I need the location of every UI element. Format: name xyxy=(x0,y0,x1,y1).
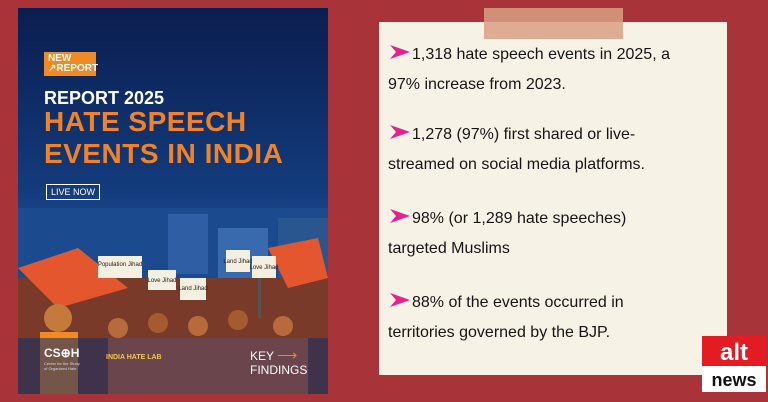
badge-new: NEW xyxy=(48,53,72,64)
poster-title: HATE SPEECH EVENTS IN INDIA xyxy=(44,106,283,170)
finding-line-2: territories governed by the BJP. xyxy=(388,324,611,341)
sign-text: Land Jihad xyxy=(223,259,252,265)
finding-item: 98% (or 1,289 hate speeches) targeted Mu… xyxy=(388,204,718,264)
crowd-illustration: Population Jihad Love Jihad Land Jihad L… xyxy=(18,208,328,394)
finding-item: 88% of the events occurred in territorie… xyxy=(388,288,718,348)
logo-news-text: news xyxy=(711,370,756,390)
sign-text: Land Jihad xyxy=(178,286,207,292)
title-line-1: HATE SPEECH xyxy=(44,106,247,137)
alt-news-logo: alt news xyxy=(702,336,766,392)
report-poster: NEW ↗REPORT REPORT 2025 HATE SPEECH EVEN… xyxy=(18,8,328,394)
finding-line-2: streamed on social media platforms. xyxy=(388,156,645,173)
pink-arrow-icon xyxy=(388,291,412,309)
key-line-2: FINDINGS xyxy=(250,363,308,377)
live-now-label: LIVE NOW xyxy=(46,184,101,200)
sign-text: Population Jihad xyxy=(98,262,142,268)
finding-line-2: 97% increase from 2023. xyxy=(388,76,566,93)
finding-line-1: 88% of the events occurred in xyxy=(412,294,624,311)
sign-population-jihad xyxy=(98,256,142,278)
csoh-logo: CS⊕H xyxy=(44,346,80,360)
finding-line-1: 1,318 hate speech events in 2025, a xyxy=(412,46,670,63)
sign-text: Love Jihad xyxy=(249,265,278,271)
key-line-1: KEY xyxy=(250,349,274,363)
report-year: REPORT 2025 xyxy=(44,88,165,108)
findings-card xyxy=(379,22,727,375)
sign-text: Love Jihad xyxy=(147,278,176,284)
india-hate-lab-logo: INDIA HATE LAB xyxy=(106,354,162,361)
title-line-2: EVENTS IN INDIA xyxy=(44,138,284,169)
new-report-badge: NEW ↗REPORT xyxy=(44,52,99,76)
finding-line-2: targeted Muslims xyxy=(388,240,510,257)
finding-item: 1,318 hate speech events in 2025, a 97% … xyxy=(388,40,718,100)
pink-arrow-icon xyxy=(388,43,412,61)
pink-arrow-icon xyxy=(388,207,412,225)
csoh-subtitle: Center for the Study of Organized Hate xyxy=(44,361,80,371)
finding-line-1: 98% (or 1,289 hate speeches) xyxy=(412,210,627,227)
finding-line-1: 1,278 (97%) first shared or live- xyxy=(412,126,636,143)
key-findings-label: KEY ⟶ FINDINGS xyxy=(250,348,307,377)
logo-alt-text: alt xyxy=(720,339,748,366)
pink-arrow-icon xyxy=(388,123,412,141)
arrow-right-icon: ⟶ xyxy=(277,347,298,363)
badge-report: ↗REPORT xyxy=(48,63,99,74)
finding-item: 1,278 (97%) first shared or live- stream… xyxy=(388,120,718,180)
tape-strip xyxy=(484,8,623,39)
